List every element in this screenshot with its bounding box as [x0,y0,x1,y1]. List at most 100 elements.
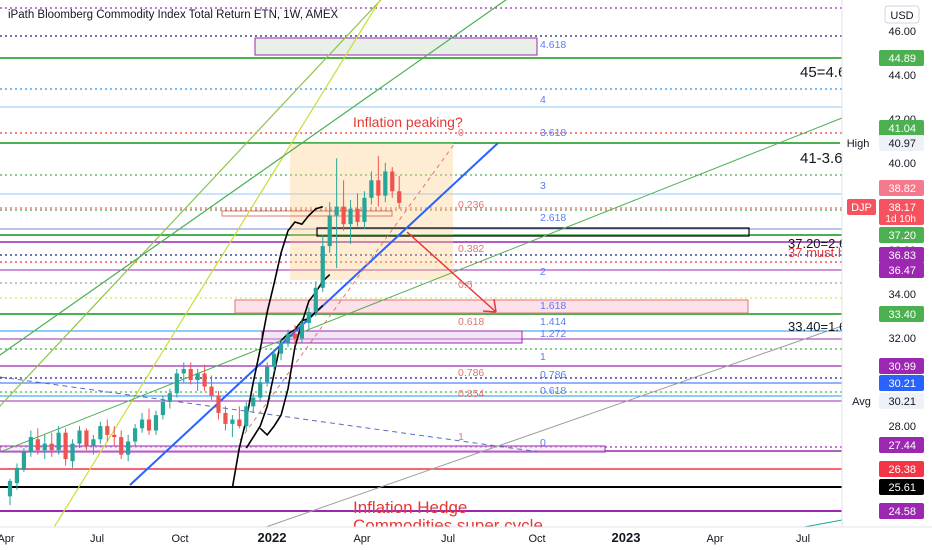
price-tag-value: 40.97 [888,138,916,150]
candle-body [70,443,75,462]
candle-body [278,342,284,354]
candle-body [195,373,200,381]
candle-body [167,393,172,402]
trend-line [239,142,456,441]
fib-label-red: 0.382 [458,243,484,255]
fib-label-red: 1 [458,431,464,443]
price-tag-value: 24.58 [888,506,916,518]
time-tick: Apr [353,533,370,545]
candle-body [98,426,103,440]
price-tag-value: 30.21 [888,396,916,408]
candle-body [376,180,381,196]
price-tick: 40.00 [888,158,916,170]
candle-body [327,215,332,247]
price-tag-bg [879,479,924,495]
candle-body [320,246,325,288]
currency-label: USD [890,10,913,22]
candle-body [126,441,131,455]
candle-body [49,443,54,451]
fib-label: 1 [540,351,546,363]
fib-label: 0.618 [540,385,566,397]
price-tag-sub: 1d 10h [885,214,916,225]
arrow-head [482,298,497,313]
trend-line [0,0,382,407]
support-box [316,227,750,237]
price-tick: 28.00 [888,421,916,433]
candle-body [306,311,311,323]
fib-label: 2.618 [540,212,566,224]
fib-label: 4 [540,94,546,106]
candle-body [21,452,26,470]
price-tag-bg [879,461,924,477]
time-tick: Jul [441,533,455,545]
price-tag-bg [879,437,924,453]
candle-body [313,287,318,312]
candle-body [397,191,402,203]
trend-line [0,0,507,356]
price-tag-name: DJP [851,202,872,214]
fib-label: 1.618 [540,300,566,312]
trend-line [0,376,541,453]
price-tag-bg [879,262,924,278]
time-tick: Oct [171,533,188,545]
candle-body [181,369,186,374]
candle-body [265,366,270,383]
price-tag-bg [879,306,924,322]
currency-box [884,5,920,24]
time-tick: 2023 [612,530,641,545]
price-tag-value: 36.83 [888,250,916,262]
candle-body [292,333,298,339]
candle-body [84,430,89,446]
candle-body [174,373,179,394]
small-box [221,210,393,217]
price-tag-bg [879,375,924,391]
price-tick: 44.00 [888,70,916,82]
fib-label: 3 [540,180,546,192]
price-tag-name-bg [840,135,876,151]
price-tick: 46.00 [888,26,916,38]
time-tick: 2022 [258,530,287,545]
price-tag-value: 26.38 [888,464,916,476]
candle-body [244,406,249,427]
candle-body [153,415,159,431]
price-tag-value: 44.89 [888,53,916,65]
price-tag-value: 38.17 [888,202,916,214]
fib-label: 4.618 [540,39,566,51]
price-tag-name-bg [847,393,876,409]
price-tick: 34.00 [888,289,916,301]
price-tag-bg [879,503,924,519]
price-tag-value: 30.99 [888,361,916,373]
candle-body [285,333,291,343]
base-box [0,445,606,453]
time-tick: Apr [0,533,15,545]
ma-mid-line [259,274,331,437]
price-tag-name: High [847,138,870,150]
candle-body [202,373,207,387]
price-tag-value: 33.40 [888,309,916,321]
candle-body [28,437,33,453]
candle-body [223,412,228,424]
candle-body [105,426,110,435]
price-tag-bg [879,199,924,225]
fib-label-red: 0.854 [458,388,484,400]
candle-body [188,369,193,381]
fib-label-red: 0.618 [458,316,484,328]
candle-body [14,467,20,484]
candle-body [383,171,388,196]
trend-line [199,325,843,550]
candle-body [63,432,68,460]
price-tag-bg [879,227,924,243]
price-tag-bg [879,247,924,263]
fib-label-red: 0.786 [458,367,484,379]
fib-label-red: 0 [458,127,464,139]
annotation-text: Inflation Hedge [353,498,467,517]
price-tag-value: 37.20 [888,230,916,242]
candle-body [119,437,124,455]
candle-body [390,171,395,192]
fib-label-red: 0.236 [458,199,484,211]
time-tick: Jul [90,533,104,545]
